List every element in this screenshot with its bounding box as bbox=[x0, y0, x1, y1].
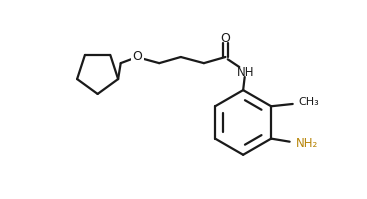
Text: O: O bbox=[221, 32, 230, 45]
Text: NH₂: NH₂ bbox=[296, 137, 318, 150]
Text: CH₃: CH₃ bbox=[298, 98, 319, 107]
Text: O: O bbox=[133, 51, 143, 63]
Text: NH: NH bbox=[237, 66, 254, 79]
